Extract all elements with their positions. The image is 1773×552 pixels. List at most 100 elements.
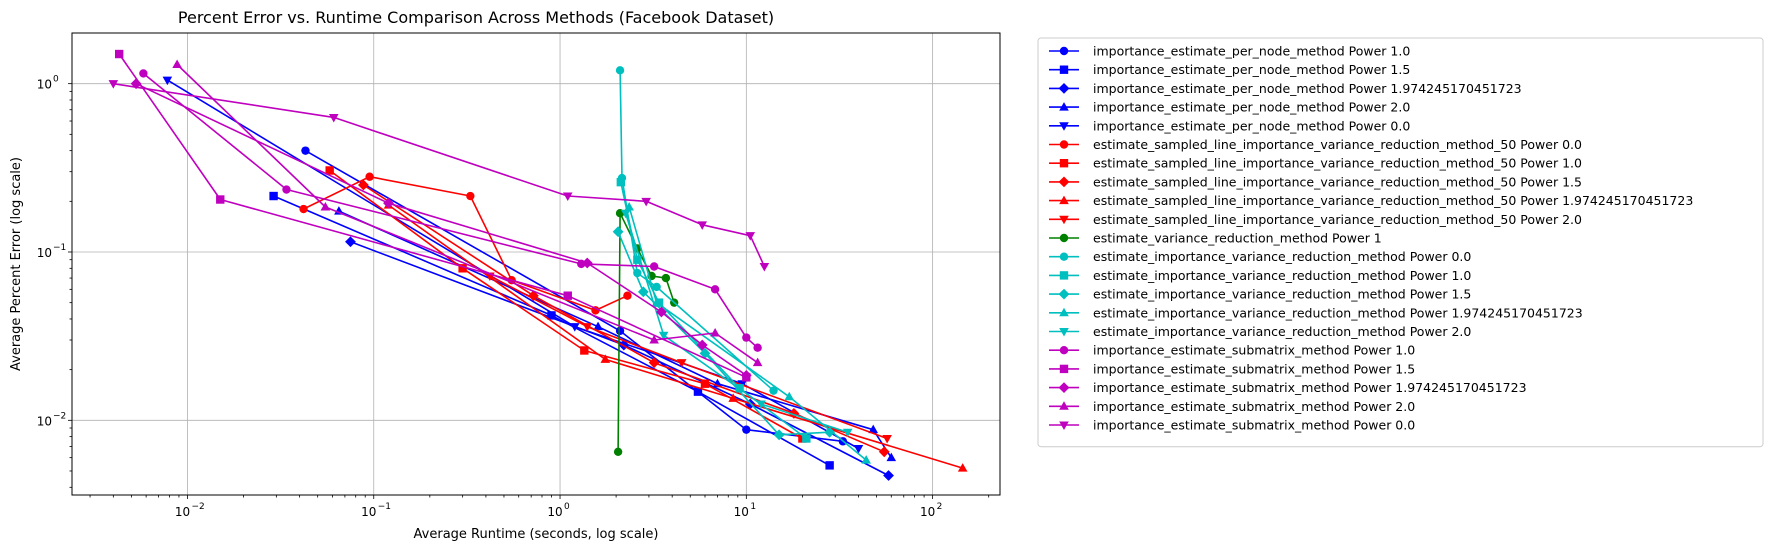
data-point <box>358 179 369 191</box>
data-point <box>345 236 356 248</box>
data-series <box>615 66 778 395</box>
legend-entry: estimate_sampled_line_importance_varianc… <box>1049 174 1582 189</box>
data-point <box>825 461 834 470</box>
plot-area <box>72 33 1000 495</box>
data-point <box>759 263 770 272</box>
x-tick-label: 10 −1 <box>361 502 391 519</box>
y-tick-exponent: −1 <box>53 243 66 253</box>
data-point <box>842 428 853 438</box>
legend-marker <box>1059 271 1069 280</box>
data-point <box>882 434 892 444</box>
data-point <box>172 59 182 68</box>
data-point <box>466 191 475 201</box>
legend-entry: estimate_importance_variance_reduction_m… <box>1049 305 1583 320</box>
legend-marker <box>1058 83 1070 94</box>
legend-label: estimate_importance_variance_reduction_m… <box>1093 305 1583 320</box>
y-tick-label: 10 −2 <box>37 411 67 428</box>
data-point <box>569 323 580 332</box>
data-point <box>593 321 603 331</box>
legend-label: importance_estimate_submatrix_method Pow… <box>1093 380 1527 395</box>
legend-entry: importance_estimate_per_node_method Powe… <box>1049 44 1410 59</box>
data-point <box>130 78 142 90</box>
legend-entry: importance_estimate_submatrix_method Pow… <box>1049 343 1415 358</box>
data-point <box>637 286 649 298</box>
data-point <box>108 80 119 89</box>
legend-marker <box>1058 382 1070 393</box>
y-tick-base: 10 <box>37 78 52 92</box>
data-point <box>458 264 467 273</box>
legend-label: estimate_sampled_line_importance_varianc… <box>1093 137 1582 152</box>
data-point <box>615 326 625 336</box>
legend-marker <box>1059 65 1069 74</box>
data-point <box>563 291 572 300</box>
legend-marker <box>1059 122 1069 131</box>
data-point <box>334 206 344 215</box>
legend-label: importance_estimate_per_node_method Powe… <box>1093 81 1522 96</box>
x-tick-label: 10 1 <box>734 502 756 519</box>
legend-entry: estimate_importance_variance_reduction_m… <box>1049 324 1471 339</box>
data-point <box>615 66 625 75</box>
legend-marker <box>1059 140 1069 149</box>
legend-marker <box>1059 215 1069 225</box>
x-tick-exponent: −1 <box>378 502 391 512</box>
x-tick-base: 10 <box>734 505 749 519</box>
data-point <box>649 262 659 271</box>
data-point <box>699 347 711 359</box>
legend-entry: estimate_sampled_line_importance_varianc… <box>1049 156 1582 171</box>
y-tick-base: 10 <box>37 414 52 428</box>
x-tick-exponent: 1 <box>750 502 756 512</box>
data-point <box>582 323 593 332</box>
data-point <box>562 192 573 202</box>
legend: importance_estimate_per_node_method Powe… <box>1037 37 1764 448</box>
y-tick-base: 10 <box>37 246 52 260</box>
data-point <box>802 434 811 443</box>
legend-marker <box>1059 421 1069 430</box>
legend-marker <box>1059 346 1069 355</box>
data-series <box>130 78 752 381</box>
legend-label: importance_estimate_per_node_method Powe… <box>1093 44 1410 59</box>
data-point <box>325 166 334 175</box>
data-point <box>693 387 703 396</box>
data-point <box>740 369 752 381</box>
legend-marker <box>1059 159 1069 168</box>
legend-label: estimate_sampled_line_importance_varianc… <box>1093 193 1693 208</box>
data-point <box>269 191 278 201</box>
series-line <box>305 150 843 443</box>
legend-marker <box>1059 102 1069 111</box>
legend-marker <box>1058 288 1070 300</box>
data-point <box>320 202 331 211</box>
data-point <box>710 285 720 294</box>
data-point <box>824 426 836 438</box>
series-line <box>118 53 747 379</box>
legend-box <box>1037 37 1764 448</box>
y-tick-exponent: 0 <box>53 75 59 85</box>
data-point <box>868 424 879 434</box>
legend-entry: importance_estimate_per_node_method Powe… <box>1049 62 1410 77</box>
data-point <box>613 447 623 457</box>
data-point <box>658 331 669 341</box>
legend-entry: importance_estimate_submatrix_method Pow… <box>1049 418 1415 433</box>
series-line <box>628 206 867 461</box>
x-tick-base: 10 <box>547 505 562 519</box>
data-point <box>655 306 667 318</box>
legend-entry: importance_estimate_submatrix_method Pow… <box>1049 399 1415 414</box>
legend-label: estimate_importance_variance_reduction_m… <box>1093 324 1471 339</box>
series-line <box>624 212 848 433</box>
series-line <box>273 195 830 467</box>
data-series <box>139 69 762 352</box>
legend-label: importance_estimate_submatrix_method Pow… <box>1093 361 1415 376</box>
legend-marker <box>1059 252 1069 261</box>
legend-label: importance_estimate_per_node_method Powe… <box>1093 100 1410 115</box>
legend-marker <box>1059 195 1069 205</box>
x-tick-base: 10 <box>920 505 935 519</box>
x-tick-exponent: 2 <box>937 502 943 512</box>
data-point <box>853 445 864 454</box>
data-point <box>649 335 659 344</box>
legend-marker <box>1059 233 1069 243</box>
legend-label: importance_estimate_submatrix_method Pow… <box>1093 399 1415 414</box>
legend-entry: estimate_importance_variance_reduction_m… <box>1049 287 1471 302</box>
data-point <box>696 339 708 351</box>
data-point <box>697 221 708 230</box>
y-tick-label: 10 0 <box>37 75 59 92</box>
